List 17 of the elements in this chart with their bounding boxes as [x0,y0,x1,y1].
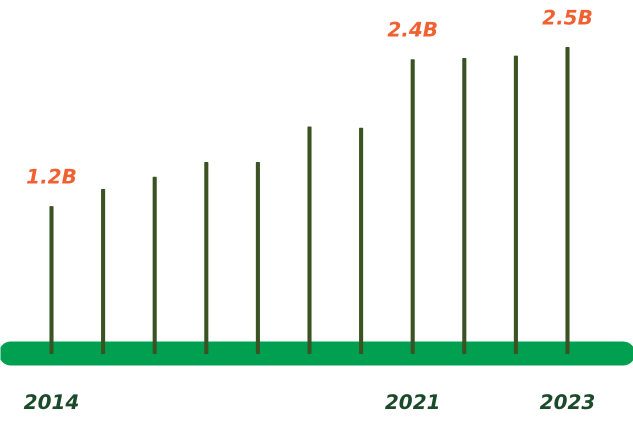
bar [256,162,260,354]
data-label: 2.4B [387,18,438,42]
x-tick-label: 2021 [384,390,441,414]
x-tick-label: 2014 [24,390,80,414]
data-label: 1.2B [26,164,77,189]
bar [410,59,415,354]
bar [152,176,157,354]
bar [101,188,106,354]
data-label: 2.5B [542,6,593,30]
bar [514,56,518,354]
bar [307,126,312,354]
bar [204,162,208,354]
bar [359,128,364,354]
bar [565,47,570,354]
bar [462,58,466,354]
bar [49,206,54,354]
x-tick-label: 2023 [540,390,596,414]
